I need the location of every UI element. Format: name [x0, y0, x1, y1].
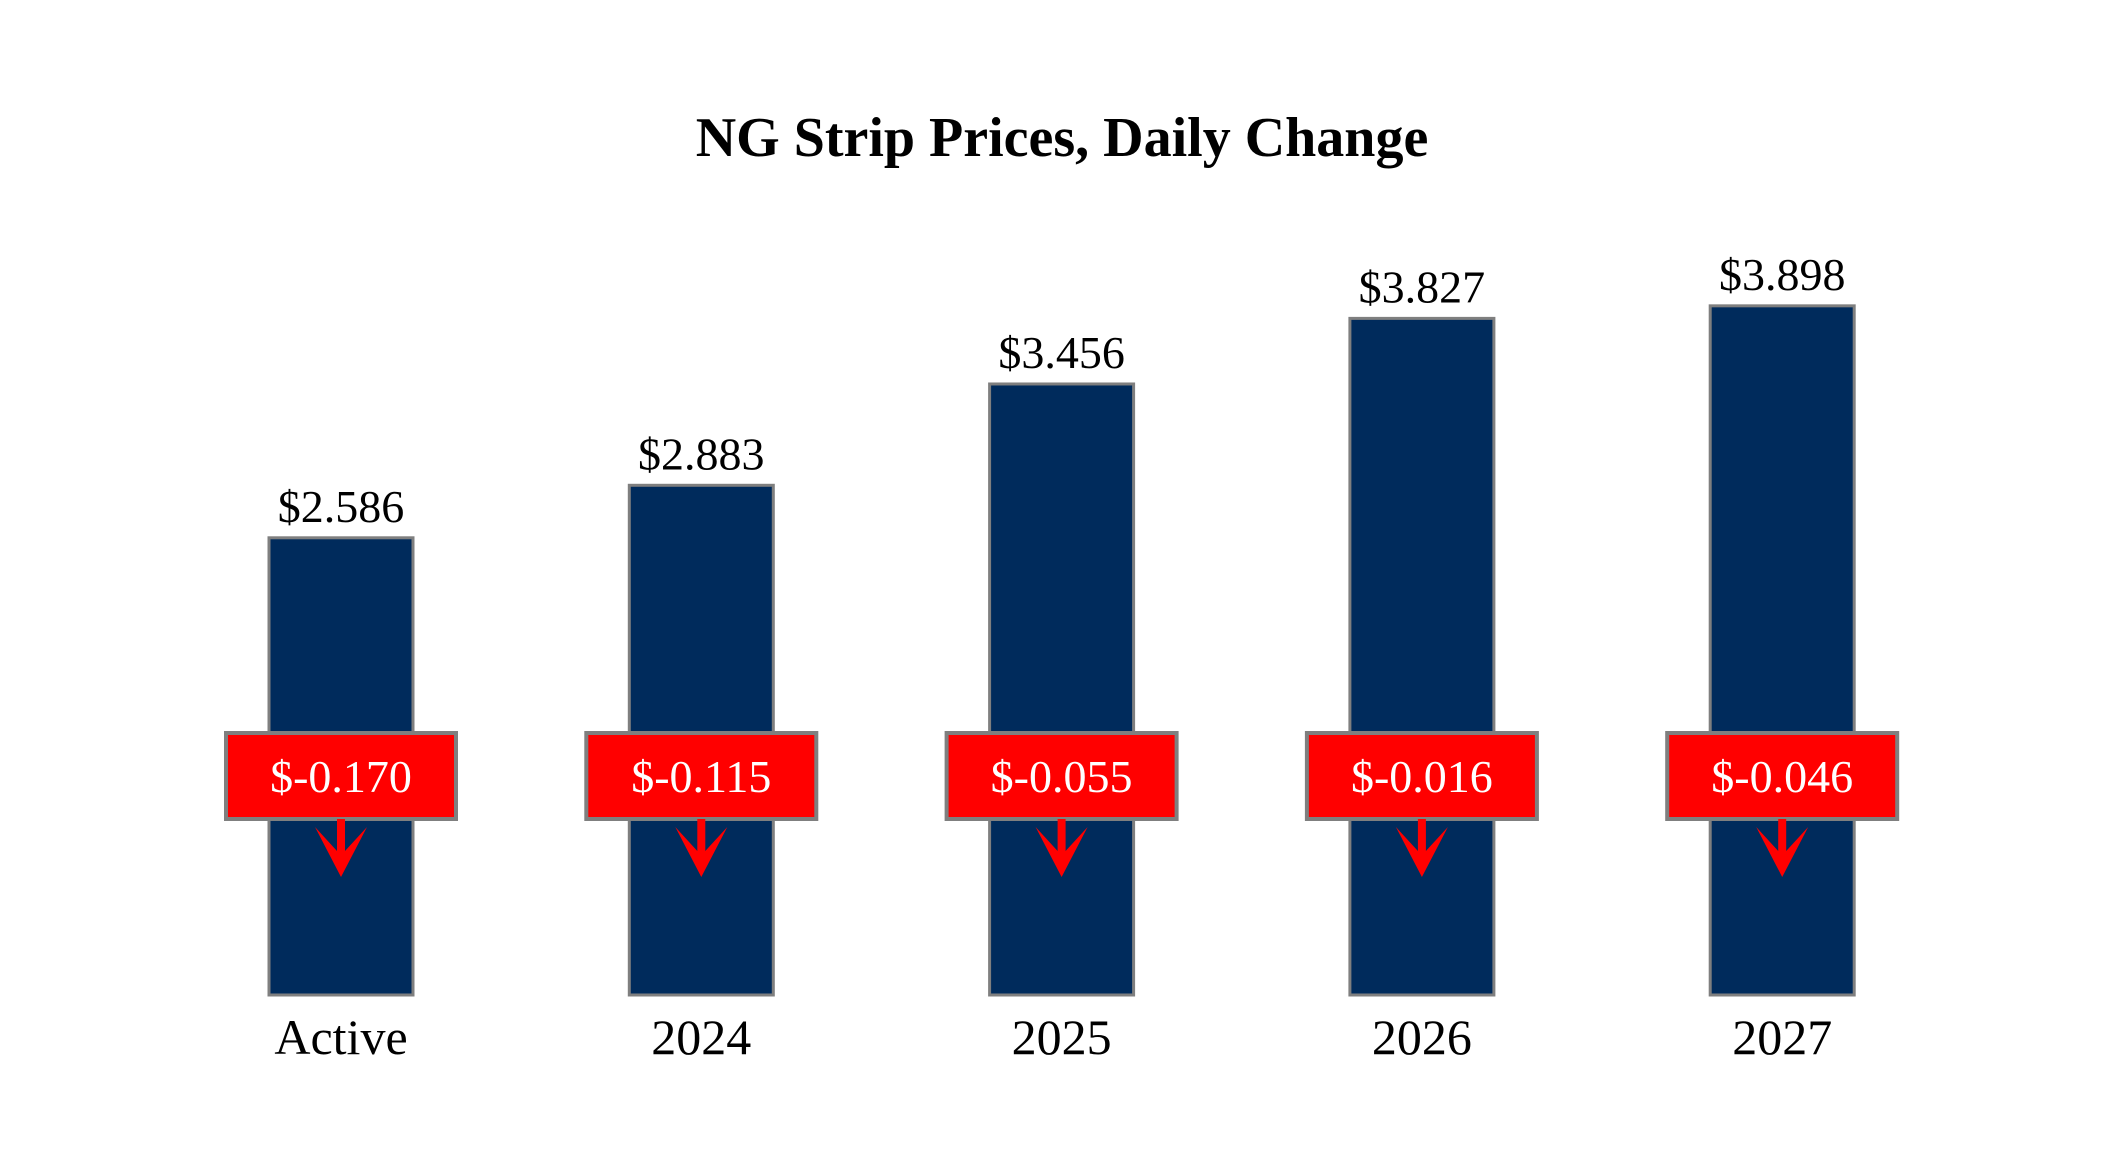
arrow-down-icon — [1035, 819, 1088, 877]
arrow-down-icon — [675, 819, 728, 877]
arrow-down-icon — [1395, 819, 1448, 877]
change-box — [944, 731, 1179, 821]
chart-title: NG Strip Prices, Daily Change — [696, 107, 1429, 169]
category-label: 2027 — [1732, 1009, 1832, 1065]
change-label: $-0.115 — [631, 751, 771, 802]
category-label: 2026 — [1372, 1009, 1472, 1065]
change-box — [1665, 731, 1900, 821]
change-label: $-0.170 — [270, 751, 412, 802]
value-label: $3.827 — [1359, 261, 1486, 312]
category-label: Active — [274, 1009, 407, 1065]
category-label: 2024 — [651, 1009, 751, 1065]
change-label: $-0.055 — [991, 751, 1133, 802]
value-label: $2.883 — [638, 428, 765, 479]
arrow-down-icon — [1756, 819, 1809, 877]
change-box — [1304, 731, 1539, 821]
change-label: $-0.016 — [1351, 751, 1493, 802]
bar — [1348, 316, 1496, 997]
bar — [1708, 304, 1856, 997]
value-label: $2.586 — [278, 481, 405, 532]
bar — [988, 382, 1136, 997]
arrow-down-icon — [315, 819, 367, 877]
value-label: $3.898 — [1719, 249, 1846, 300]
change-label: $-0.046 — [1711, 751, 1853, 802]
value-label: $3.456 — [998, 327, 1125, 378]
change-box — [224, 731, 458, 821]
category-label: 2025 — [1012, 1009, 1112, 1065]
